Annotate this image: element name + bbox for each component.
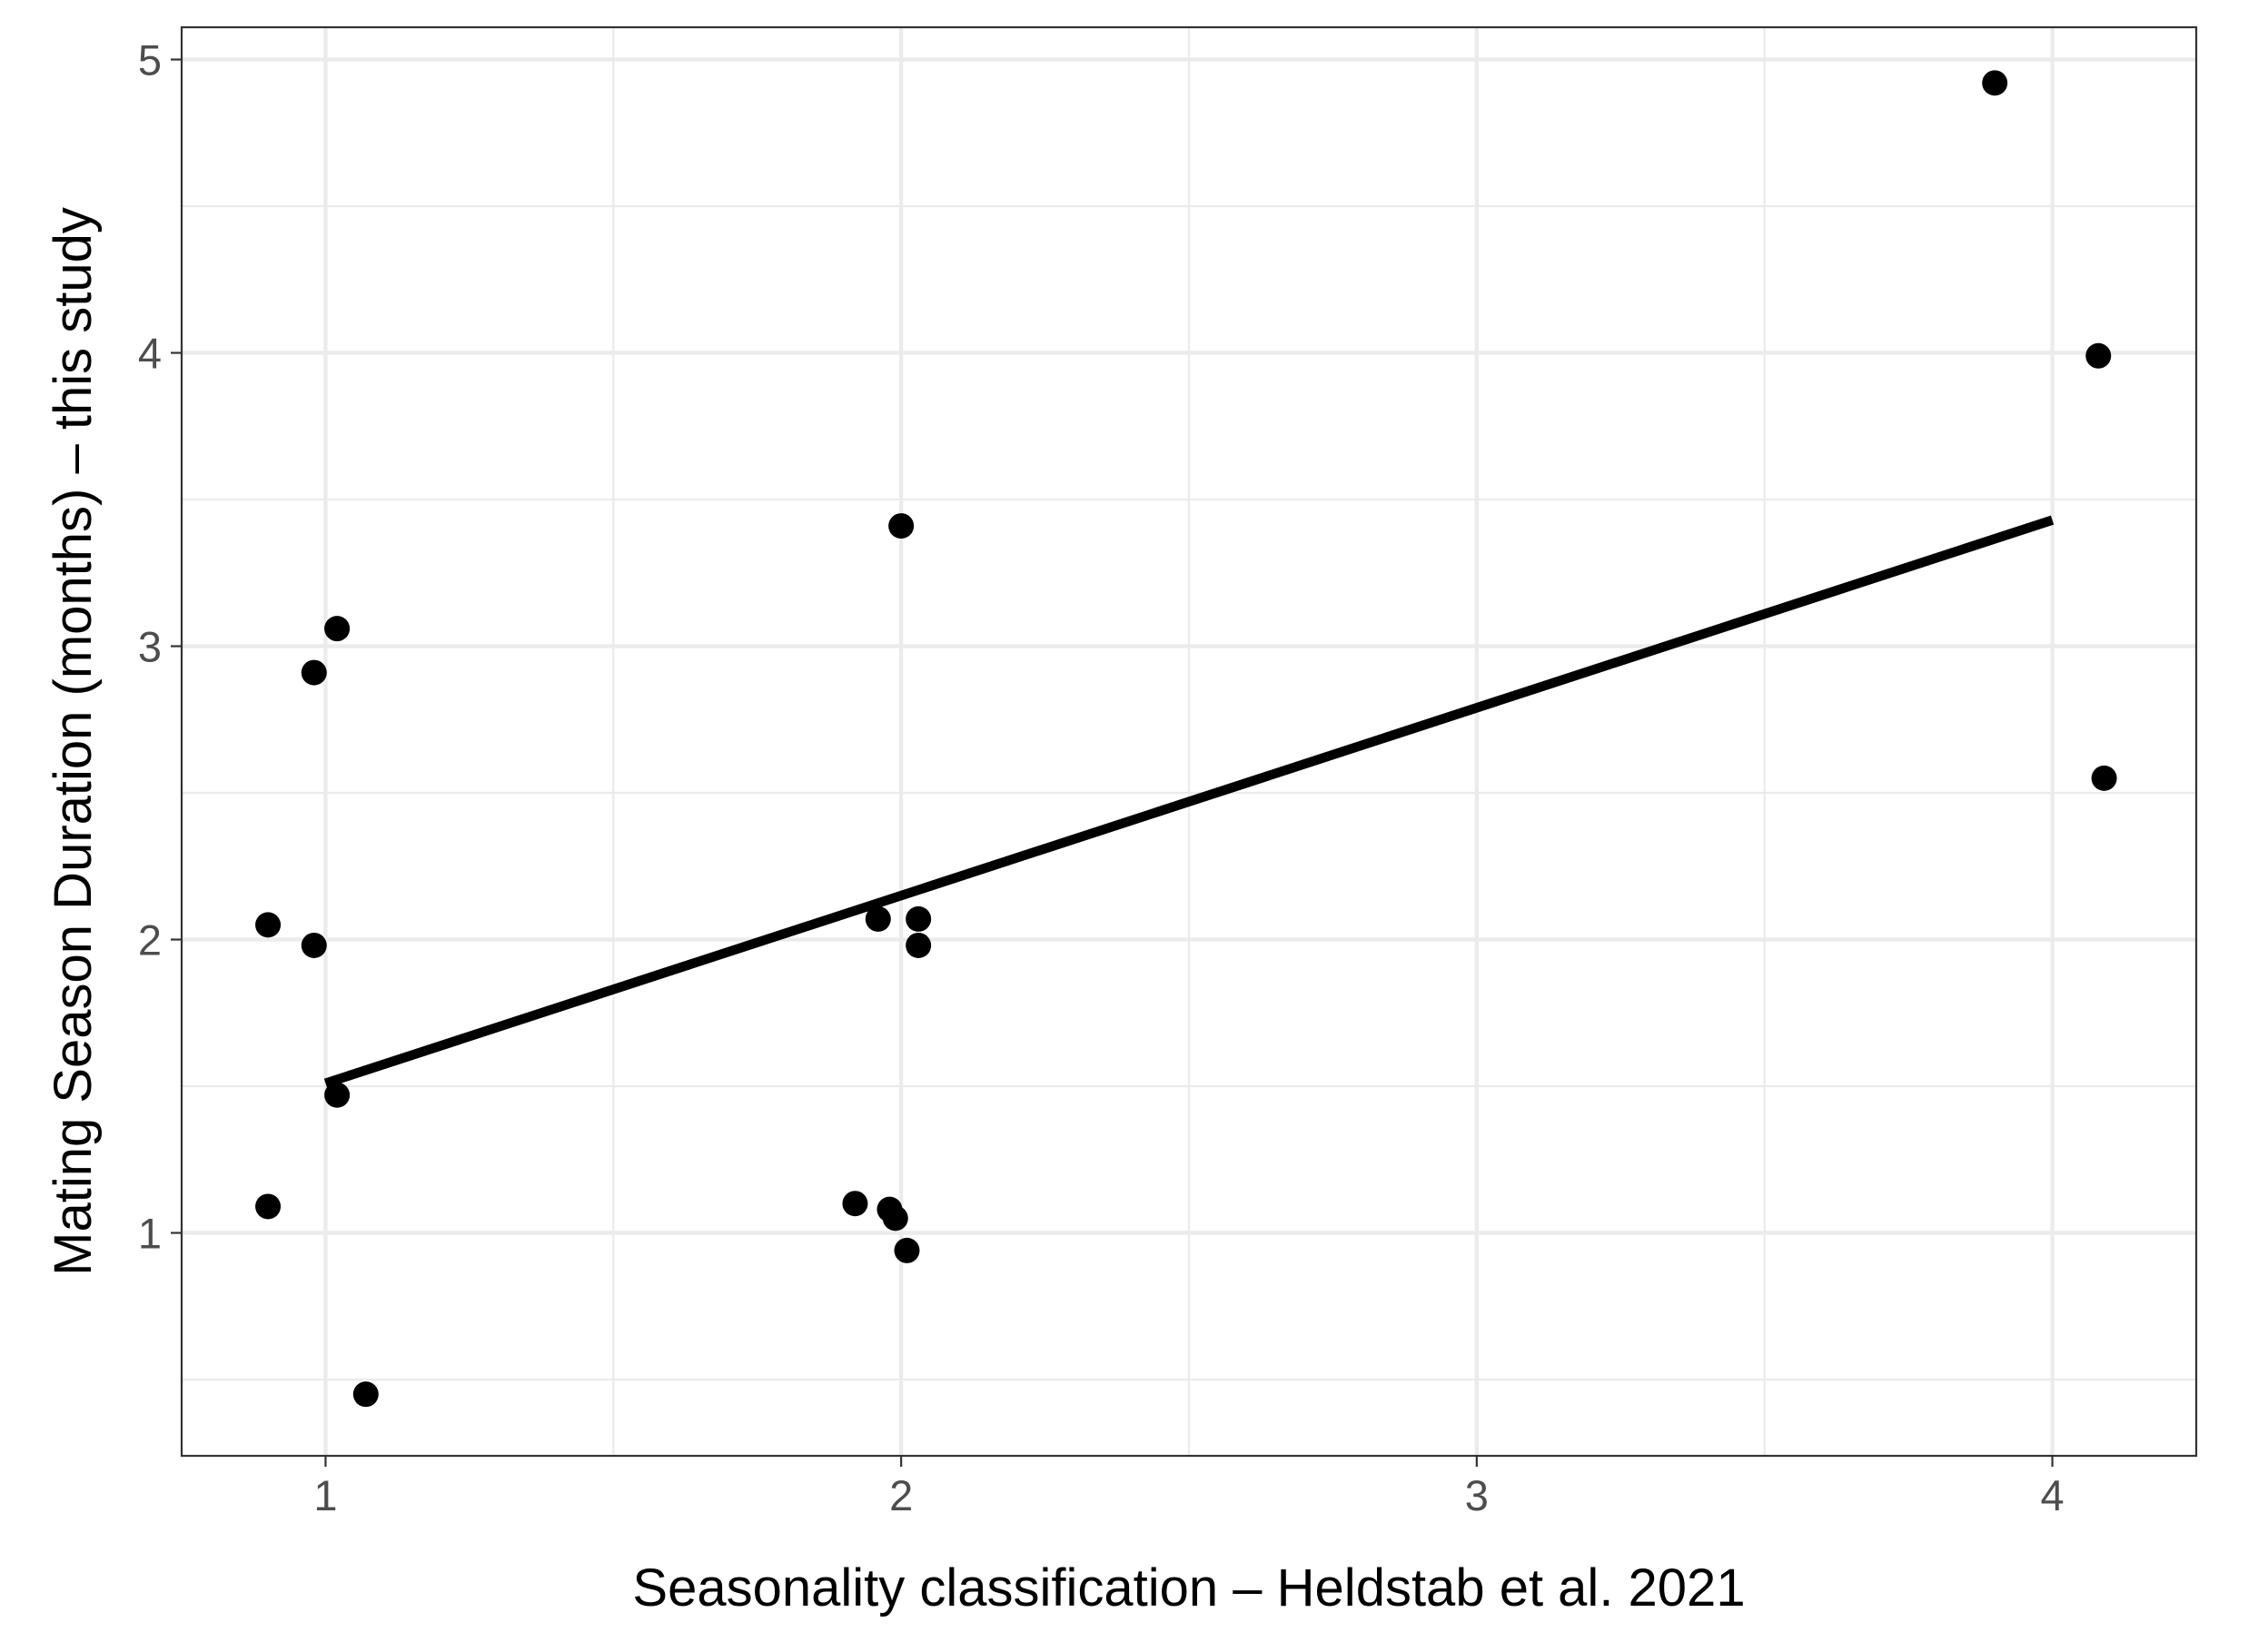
data-point (894, 1237, 920, 1263)
data-point (352, 1381, 379, 1408)
data-point (842, 1191, 868, 1217)
y-tick-label: 5 (138, 36, 162, 84)
major-gridlines (182, 27, 2196, 1456)
regression-line (323, 515, 2055, 1088)
x-tick-label: 1 (313, 1471, 337, 1519)
x-axis: 1 2 3 4 (313, 1456, 2065, 1519)
x-tick-label: 2 (889, 1471, 913, 1519)
data-point (324, 616, 351, 642)
data-point (255, 912, 282, 938)
data-point (888, 513, 915, 539)
data-point (301, 659, 327, 686)
data-point (906, 905, 932, 932)
x-axis-title: Seasonality classification – Heldstab et… (632, 1558, 1745, 1617)
data-point (865, 905, 891, 932)
data-points (255, 70, 2117, 1408)
data-point (2091, 765, 2117, 791)
data-point (301, 932, 327, 958)
y-axis-title: Mating Season Duration (months) – this s… (44, 207, 103, 1276)
x-tick-label: 3 (1465, 1471, 1489, 1519)
y-tick-label: 4 (138, 330, 162, 378)
minor-gridlines (182, 27, 2196, 1456)
fit-line-layer (323, 515, 2055, 1088)
y-tick-label: 1 (138, 1210, 162, 1258)
data-point (1982, 70, 2008, 96)
data-point (255, 1193, 282, 1220)
panel-border (180, 25, 2198, 1458)
y-tick-label: 2 (138, 916, 162, 964)
y-tick-label: 3 (138, 623, 162, 671)
x-tick-label: 4 (2041, 1471, 2065, 1519)
y-axis: 1 2 3 4 5 (138, 36, 182, 1258)
data-point (882, 1205, 908, 1232)
data-point (324, 1082, 351, 1108)
data-point (2085, 342, 2112, 369)
data-point (906, 932, 932, 958)
